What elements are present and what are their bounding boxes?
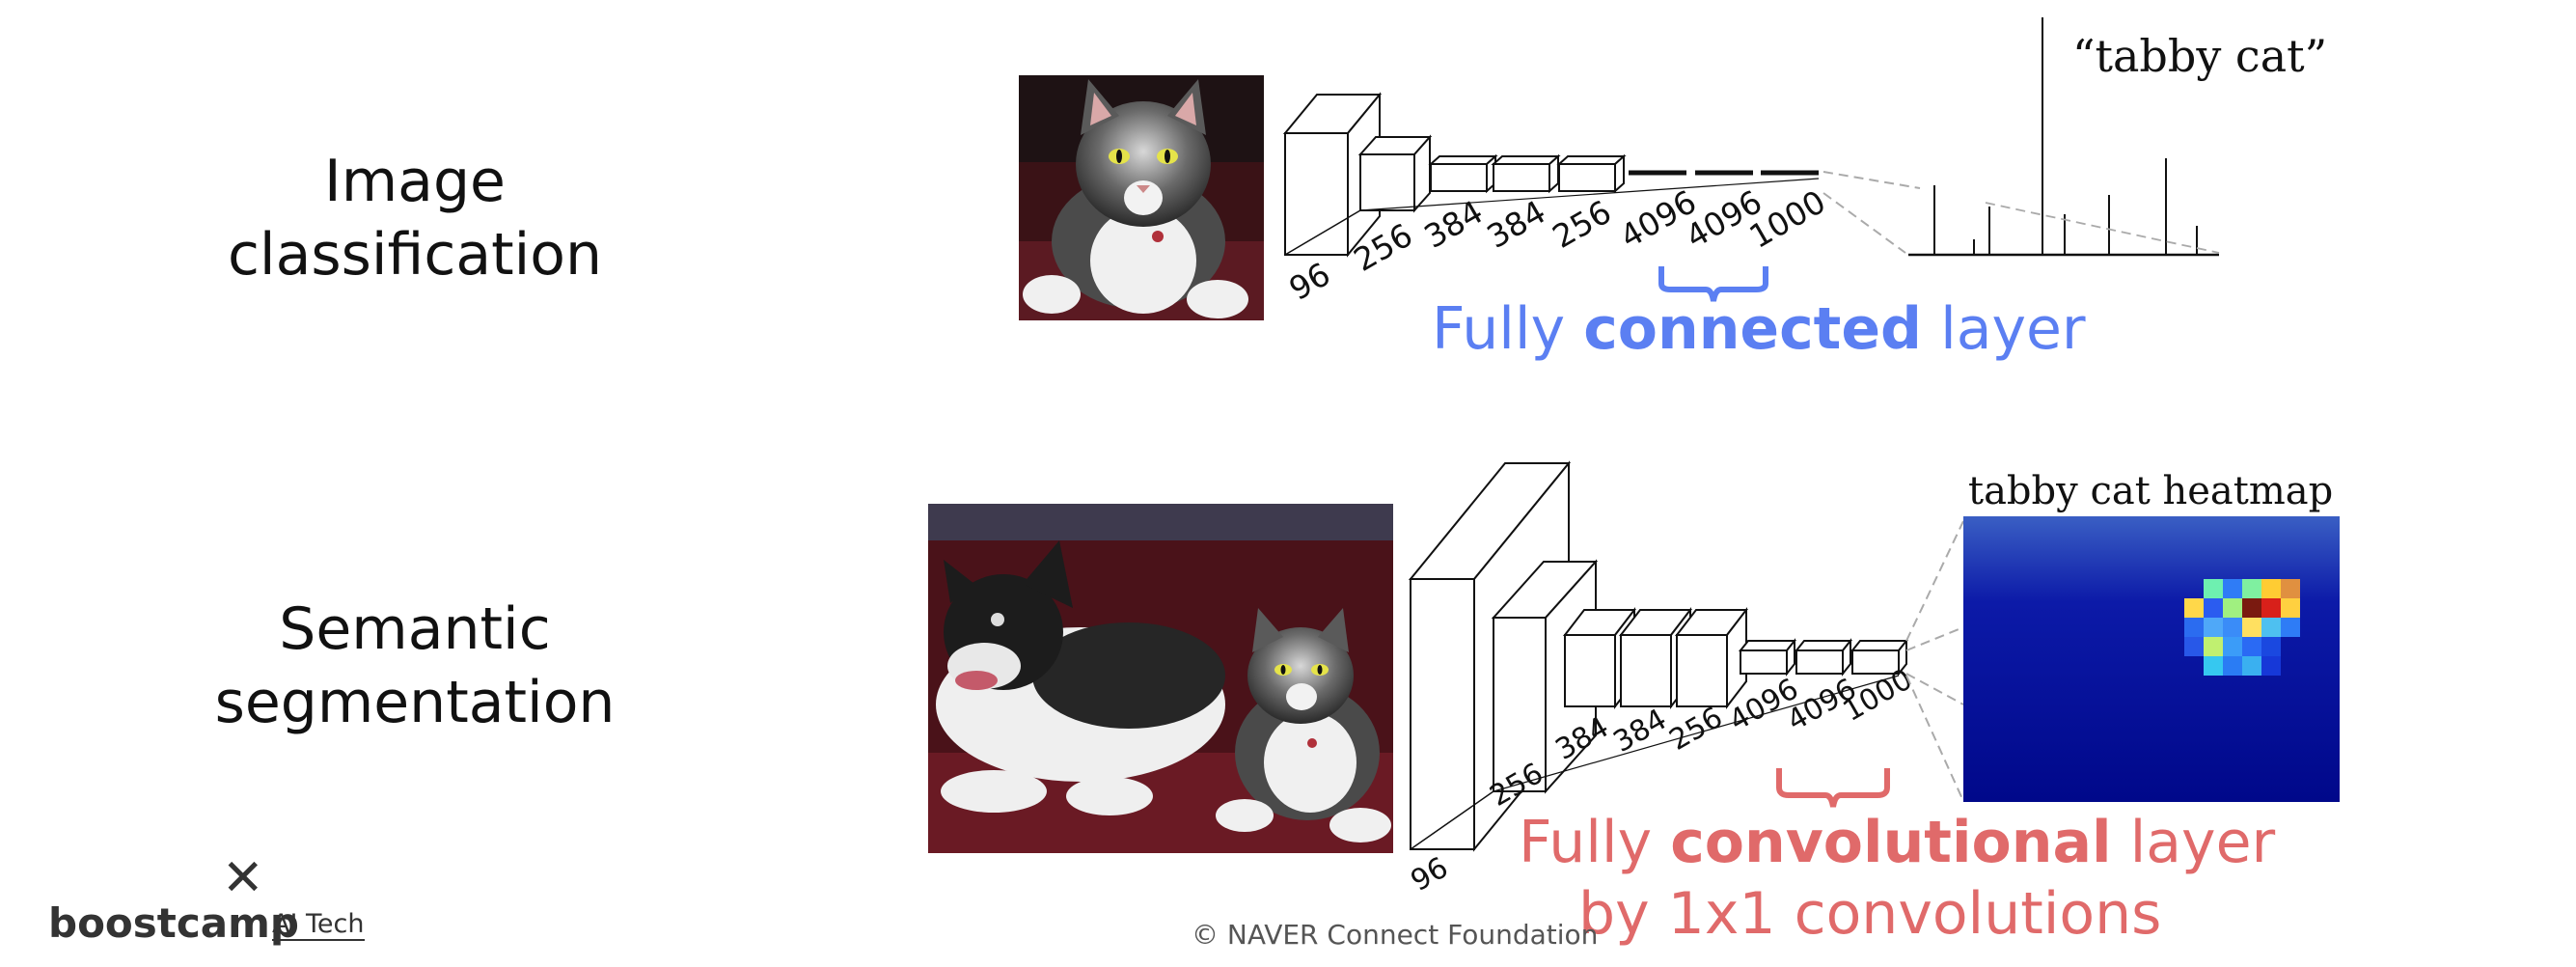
label-line: segmentation xyxy=(214,669,616,736)
class-score-plot xyxy=(1908,17,2220,257)
layer-size-label: 96 xyxy=(1283,255,1337,308)
caption-text: layer xyxy=(2111,809,2276,876)
heatmap-cell xyxy=(2242,618,2261,637)
layer-baseline xyxy=(1359,178,1820,211)
top-output-connectors xyxy=(1822,171,1921,254)
fc-caption: Fully connected layer xyxy=(1432,295,2086,363)
heatmap-cell xyxy=(2184,637,2204,656)
caption-bold-text: connected xyxy=(1583,295,1922,363)
caption-text: Fully xyxy=(1432,295,1584,363)
copyright-footer: © NAVER Connect Foundation xyxy=(1192,919,1599,951)
label-line: Image xyxy=(324,148,506,215)
layer-size-label: 256 xyxy=(1547,193,1618,256)
heatmap-cell xyxy=(2204,618,2223,637)
layer-baseline xyxy=(1284,209,1361,256)
logo-mark: ✕ xyxy=(222,849,264,907)
heatmap-cell xyxy=(2261,598,2281,618)
caption-bold-text: convolutional xyxy=(1670,809,2112,876)
heatmap-cell xyxy=(2204,637,2223,656)
fc-brace xyxy=(1658,266,1768,302)
heatmap-cell xyxy=(2223,656,2242,676)
layer-baseline xyxy=(1493,675,1900,792)
heatmap-cell xyxy=(2281,618,2300,637)
bottom-conv-layers xyxy=(1408,460,1909,852)
label-line: classification xyxy=(227,221,603,289)
heatmap-cell xyxy=(2223,598,2242,618)
heatmap-cell xyxy=(2281,579,2300,598)
caption-text: layer xyxy=(1922,295,2086,363)
caption-text: Fully xyxy=(1519,809,1671,876)
cat-photo xyxy=(1019,75,1264,320)
heatmap-cell xyxy=(2184,598,2204,618)
heatmap xyxy=(1963,516,2340,802)
layer-size-label: 256 xyxy=(1664,701,1729,758)
fcn-caption-line2: by 1x1 convolutions xyxy=(1578,880,2162,948)
heatmap-cell xyxy=(2184,618,2204,637)
layer-size-label: 1000 xyxy=(1743,182,1832,256)
heatmap-cell xyxy=(2223,637,2242,656)
fcn-caption-line1: Fully convolutional layer xyxy=(1519,809,2275,876)
heatmap-cell xyxy=(2204,579,2223,598)
heatmap-cell xyxy=(2261,637,2281,656)
heatmap-title: tabby cat heatmap xyxy=(1968,469,2333,513)
heatmap-cell xyxy=(2242,637,2261,656)
label-line: Semantic xyxy=(279,595,551,663)
conv-brace xyxy=(1776,768,1890,808)
layer-baseline xyxy=(1410,790,1494,850)
heatmap-cell xyxy=(2261,579,2281,598)
heatmap-cell xyxy=(2223,618,2242,637)
image-classification-label: Image classification xyxy=(174,145,656,291)
heatmap-cell xyxy=(2281,598,2300,618)
heatmap-cell xyxy=(2242,598,2261,618)
heatmap-cell xyxy=(2261,656,2281,676)
top-conv-layers xyxy=(1282,92,1627,258)
layer-size-label: 384 xyxy=(1608,703,1673,760)
heatmap-cell xyxy=(2204,656,2223,676)
heatmap-cell xyxy=(2204,598,2223,618)
layer-size-label: 384 xyxy=(1481,193,1552,256)
heatmap-cell xyxy=(2261,618,2281,637)
semantic-segmentation-label: Semantic segmentation xyxy=(174,593,656,739)
heatmap-cell xyxy=(2242,656,2261,676)
output-class-label: “tabby cat” xyxy=(2072,30,2327,82)
dog-cat-photo xyxy=(928,504,1393,853)
bottom-output-connectors xyxy=(1905,520,1964,802)
logo-wordmark: boostcamp xyxy=(48,899,299,947)
layer-size-label: 96 xyxy=(1406,851,1455,898)
heatmap-cell xyxy=(2242,579,2261,598)
logo-subtitle: AI Tech xyxy=(272,909,365,941)
heatmap-cell xyxy=(2223,579,2242,598)
